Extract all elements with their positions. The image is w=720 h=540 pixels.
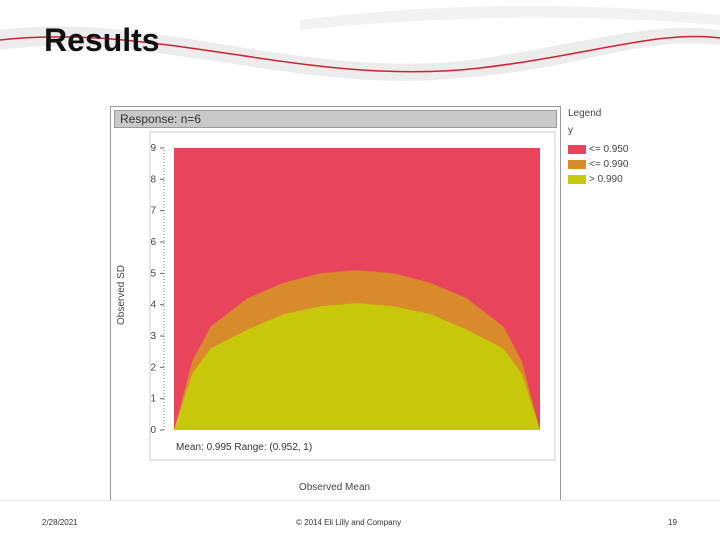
y-tick-label-8: 8 [150, 174, 156, 185]
y-tick-label-1: 1 [150, 394, 156, 405]
legend-variable: y [568, 125, 573, 136]
footer-copyright: © 2014 Eli Lilly and Company [296, 518, 402, 527]
legend-item-2: > 0.990 [568, 172, 678, 187]
legend-items: <= 0.950 <= 0.990 > 0.990 [568, 142, 678, 187]
background-swoosh [0, 5, 720, 81]
response-header: Response: n=6 [114, 110, 557, 128]
legend-item-1: <= 0.990 [568, 157, 678, 172]
y-axis-label: Observed SD [116, 265, 127, 325]
y-tick-label-7: 7 [150, 206, 156, 217]
legend-title: Legend [568, 108, 602, 119]
chart: 0 1 2 3 4 5 6 7 8 9 Observed SD Mean: 0.995 Range… [116, 131, 556, 461]
footer-divider [0, 500, 720, 501]
legend: Legend y <= 0.950 <= 0.990 > 0.990 [568, 108, 678, 187]
legend-label: <= 0.950 [589, 144, 629, 155]
x-axis-label: Observed Mean [298, 482, 371, 493]
region-2 [174, 303, 540, 430]
legend-label: <= 0.990 [589, 159, 629, 170]
y-tick-label-2: 2 [150, 362, 156, 373]
y-tick-label-9: 9 [150, 143, 156, 154]
footer-date: 2/28/2021 [42, 518, 78, 527]
y-tick-label-6: 6 [150, 237, 156, 248]
y-axis: 0 1 2 3 4 5 6 7 8 9 [150, 143, 165, 436]
page-number: 19 [668, 518, 677, 527]
legend-swatch [568, 145, 586, 154]
legend-swatch [568, 160, 586, 169]
slide-title: Results [44, 22, 160, 58]
y-tick-label-3: 3 [150, 331, 156, 342]
y-tick-label-5: 5 [150, 268, 156, 279]
regions [174, 148, 540, 430]
legend-label: > 0.990 [589, 174, 623, 185]
legend-item-0: <= 0.950 [568, 142, 678, 157]
chart-caption: Mean: 0.995 Range: (0.952, 1) [176, 442, 312, 453]
y-tick-label-4: 4 [150, 300, 156, 311]
legend-swatch [568, 175, 586, 184]
y-tick-label-0: 0 [150, 425, 156, 436]
